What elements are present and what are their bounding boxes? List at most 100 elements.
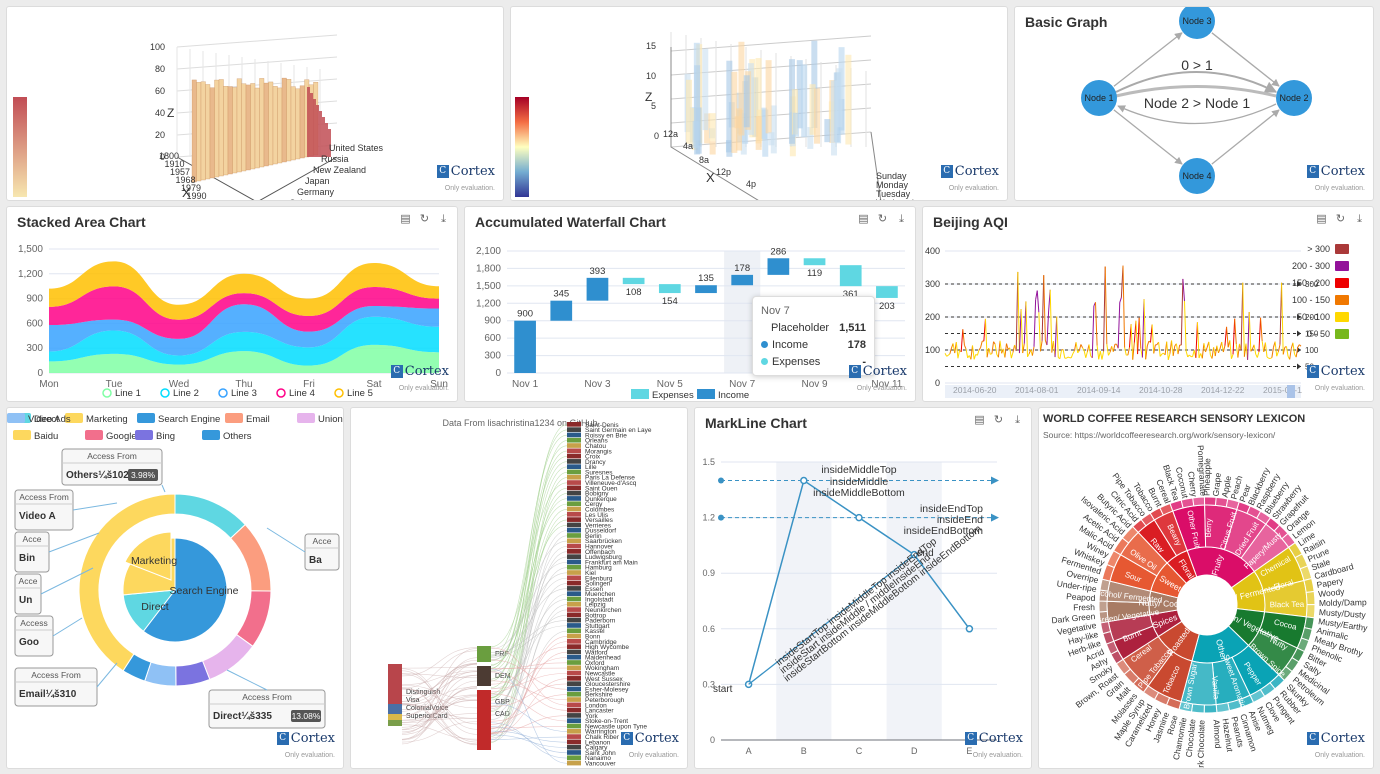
save-image-icon[interactable]: ⤓ [899, 212, 904, 225]
bar-3d [793, 112, 800, 137]
bar-3d [191, 79, 197, 183]
sankey-mid-node [477, 646, 491, 662]
sankey-right-label: Paris La Defense [585, 475, 635, 482]
legend-label: Marketing [86, 414, 128, 425]
sankey-link [490, 680, 568, 701]
stacked-area-canvas[interactable]: 0 300 600 900 1,200 1,500 Mon Tue Wed Thu Fri Sat Su… [7, 207, 458, 402]
aqi-line-segment [1080, 344, 1083, 348]
sankey-right-label: Colombes [585, 506, 615, 513]
panel-title: MarkLine Chart [705, 415, 807, 431]
cortex-wordmark: C Cortex [1306, 731, 1365, 746]
data-label: 900 [517, 309, 533, 320]
sankey-right-label: Muenchen [585, 591, 616, 598]
aqi-line-segment [1230, 354, 1234, 359]
bar-3d [277, 87, 283, 164]
restore-icon[interactable]: ↻ [419, 212, 430, 225]
y-tick-label: Wednesday [876, 198, 924, 201]
waterfall-canvas[interactable]: 0 300 600 900 1,200 1,500 1,800 2,100 Nov 1 Nov 3… [465, 207, 916, 402]
restore-icon[interactable]: ↻ [993, 413, 1004, 426]
aqi-line-segment [1167, 353, 1171, 360]
legend-marker [85, 430, 103, 440]
income-bar [514, 320, 536, 373]
sankey-right-node [567, 713, 581, 718]
data-view-icon[interactable]: ▤ [400, 212, 411, 225]
sankey-right-node [567, 691, 581, 697]
sankey-right-node [567, 755, 581, 761]
save-image-icon[interactable]: ⤓ [1015, 413, 1020, 426]
bar-3d [205, 84, 211, 180]
data-view-icon[interactable]: ▤ [974, 413, 985, 426]
y-tick-label: 900 [26, 294, 43, 305]
aqi-line-segment [1222, 345, 1226, 353]
sankey-right-node [567, 676, 581, 681]
aqi-line-segment [1130, 324, 1134, 360]
datazoom-slider [945, 385, 1301, 398]
evaluation-note: Only evaluation. [856, 385, 907, 392]
series-point [800, 476, 808, 485]
sankey-right-node [567, 564, 581, 570]
bar-3d [259, 78, 265, 168]
chart-3d-bars-canvas[interactable]: 0 20 40 60 80 100 Z X 18001910195719681979199020… [7, 7, 504, 201]
aqi-line-segment [1205, 347, 1208, 353]
restore-icon[interactable]: ↻ [1335, 212, 1346, 225]
x-tick-label: 1957 [170, 167, 190, 177]
sunburst-outer-label: Almond [1212, 719, 1224, 749]
y-tick-label: 1.5 [702, 457, 715, 467]
legend-label: Search Engine [158, 414, 220, 425]
sankey-canvas[interactable]: Data From lisachristina1234 on GitHubDis… [351, 408, 688, 769]
aqi-canvas[interactable]: 0100200300400501001502003002014-06-20201… [923, 207, 1374, 402]
sankey-right-node [567, 612, 581, 618]
save-image-icon[interactable]: ⤓ [1357, 212, 1362, 225]
sankey-right-node [567, 517, 581, 522]
sankey-right-label: Vancouver [585, 761, 616, 768]
sankey-right-node [567, 427, 581, 432]
callout-body: Un [19, 595, 32, 606]
sankey-link [490, 726, 568, 729]
sankey-link [401, 686, 478, 741]
bar-3d [286, 79, 292, 162]
y-tick-label: Tuesday [876, 189, 911, 199]
z-tick-label: 10 [646, 71, 656, 81]
sankey-link [490, 671, 568, 711]
aqi-line-segment [1172, 345, 1176, 356]
sankey-right-node [567, 464, 581, 470]
graph-canvas[interactable]: 0 > 1 Node 2 > Node 1 Node 1 Node 2 Node 3 No… [1015, 7, 1374, 201]
bar-3d [316, 105, 319, 157]
save-image-icon[interactable]: ⤓ [441, 212, 446, 225]
data-view-icon[interactable]: ▤ [858, 212, 869, 225]
aqi-line-segment [957, 350, 961, 359]
data-label: 108 [626, 287, 642, 298]
data-view-icon[interactable]: ▤ [1316, 212, 1327, 225]
sankey-right-node [567, 686, 581, 692]
bar-3d [831, 80, 838, 156]
callout-leader [40, 567, 94, 595]
toolbox: ▤ ↻ ⤓ [1316, 213, 1365, 225]
bar-3d [295, 88, 301, 160]
sankey-link [490, 641, 568, 729]
sankey-right-label: Hannover [585, 544, 614, 551]
callout-body: Bin [19, 553, 35, 564]
sankey-right-node [567, 453, 581, 459]
restore-icon[interactable]: ↻ [877, 212, 888, 225]
visualmap-piece [1335, 261, 1349, 271]
sankey-right-label: Roissy en Brie [585, 432, 627, 439]
nested-pie-canvas[interactable]: Direct Marketing Search Engine Email Union A… [7, 408, 344, 769]
chart-subtitle: Data From lisachristina1234 on GitHub [442, 418, 597, 428]
aqi-line-segment [1066, 356, 1069, 359]
sankey-right-label: Watford [585, 649, 608, 656]
x-axis-label: X [182, 185, 191, 200]
z-tick-label: 40 [155, 108, 165, 118]
aqi-line-segment [1085, 351, 1088, 358]
panel-basic-graph: Basic Graph 0 > 1 Node 2 > Node 1 Node 1 No… [1014, 6, 1374, 201]
chart-3d-punchcard-canvas[interactable]: 15 10 5 0 Z X 12a 4a 8a 12p 4p SundayMondayTuesdayW… [511, 7, 1008, 201]
mark-line-arrow [1297, 281, 1301, 287]
aqi-line-segment [1195, 322, 1198, 358]
bar-3d [824, 119, 831, 143]
aqi-line-segment [1119, 297, 1122, 303]
sankey-right-label: Kiel [585, 570, 596, 577]
sankey-link [401, 721, 478, 743]
callout-leader [161, 484, 166, 493]
data-label: 345 [553, 289, 569, 300]
